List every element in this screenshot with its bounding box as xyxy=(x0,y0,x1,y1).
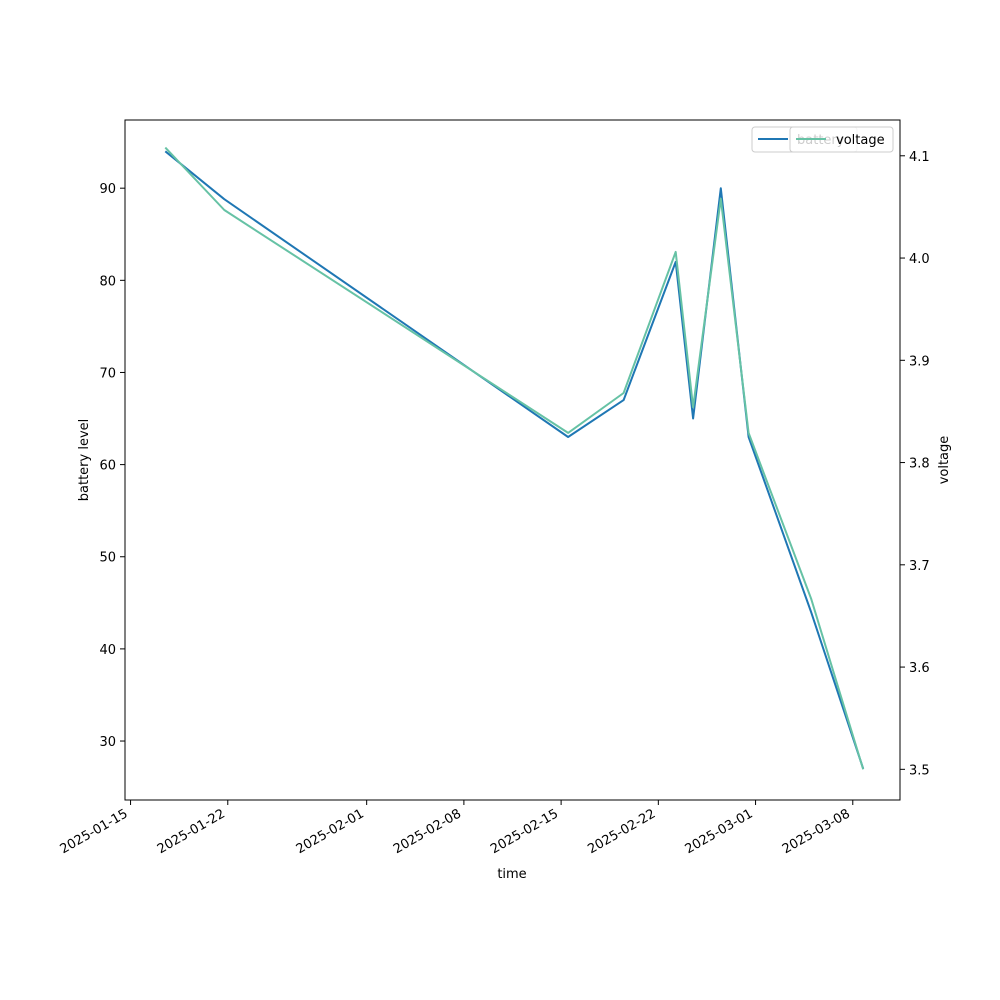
legend-voltage-label: voltage xyxy=(836,133,885,148)
x-axis: 2025-01-15 2025-01-22 2025-02-01 2025-02-08… xyxy=(58,800,854,857)
y2-axis-title: voltage xyxy=(937,436,952,485)
y-tick-label: 80 xyxy=(99,274,116,289)
y2-tick-label: 3.6 xyxy=(909,661,930,676)
x-tick-label: 2025-02-08 xyxy=(391,806,464,857)
y2-tick-label: 4.1 xyxy=(909,150,930,165)
y-axis: 30 40 50 60 70 80 90 xyxy=(99,182,125,750)
y2-tick-label: 4.0 xyxy=(909,252,930,267)
series-line-voltage xyxy=(164,146,865,770)
x-axis-title: time xyxy=(497,867,526,882)
y-tick-label: 70 xyxy=(99,366,116,381)
y-tick-label: 60 xyxy=(99,459,116,474)
y2-axis: 3.5 3.6 3.7 3.8 3.9 4.0 4.1 xyxy=(900,150,930,778)
x-tick-label: 2025-02-15 xyxy=(488,806,561,857)
series-layer xyxy=(164,146,865,770)
x-tick-label: 2025-01-22 xyxy=(155,806,228,857)
x-tick-label: 2025-03-08 xyxy=(780,806,853,857)
x-tick-label: 2025-02-01 xyxy=(294,806,367,857)
y-tick-label: 30 xyxy=(99,735,116,750)
y-tick-label: 50 xyxy=(99,551,116,566)
series-line-battery xyxy=(164,150,865,770)
x-tick-label: 2025-01-15 xyxy=(58,806,131,857)
legend-voltage: voltage xyxy=(789,126,894,153)
y2-tick-label: 3.8 xyxy=(909,457,930,472)
x-tick-label: 2025-03-01 xyxy=(683,806,756,857)
x-tick-label: 2025-02-22 xyxy=(585,806,658,857)
plot-frame xyxy=(124,119,901,801)
y-axis-title: battery level xyxy=(77,419,92,502)
y2-tick-label: 3.5 xyxy=(909,763,930,778)
y-tick-label: 40 xyxy=(99,643,116,658)
y-tick-label: 90 xyxy=(99,182,116,197)
legend-voltage-box xyxy=(789,126,894,153)
y2-tick-label: 3.9 xyxy=(909,354,930,369)
y2-tick-label: 3.7 xyxy=(909,559,930,574)
